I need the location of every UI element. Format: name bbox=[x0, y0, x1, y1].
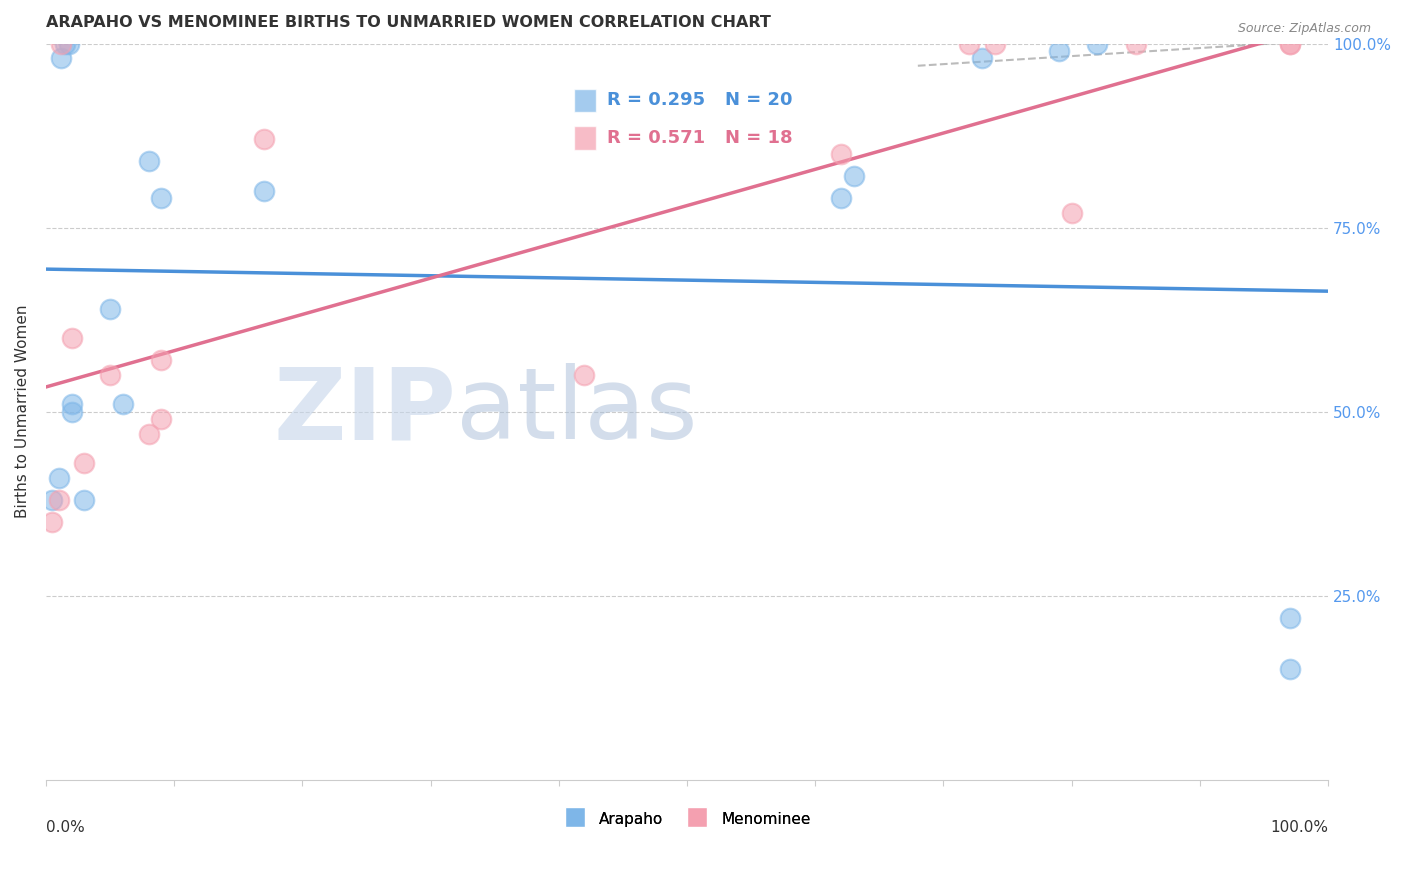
Point bbox=[574, 368, 596, 382]
Point bbox=[842, 169, 865, 183]
Point bbox=[1278, 37, 1301, 51]
Point bbox=[150, 412, 173, 426]
Text: atlas: atlas bbox=[457, 363, 697, 460]
Text: 100.0%: 100.0% bbox=[1270, 820, 1329, 835]
Y-axis label: Births to Unmarried Women: Births to Unmarried Women bbox=[15, 305, 30, 518]
Legend: Arapaho, Menominee: Arapaho, Menominee bbox=[558, 804, 817, 835]
Text: 0.0%: 0.0% bbox=[46, 820, 84, 835]
Point bbox=[138, 426, 160, 441]
Point bbox=[51, 51, 73, 65]
Point bbox=[830, 147, 852, 161]
Point bbox=[1278, 662, 1301, 676]
Point bbox=[1278, 611, 1301, 625]
Point bbox=[73, 456, 96, 470]
Point bbox=[830, 191, 852, 205]
Text: ARAPAHO VS MENOMINEE BIRTHS TO UNMARRIED WOMEN CORRELATION CHART: ARAPAHO VS MENOMINEE BIRTHS TO UNMARRIED… bbox=[46, 15, 770, 30]
Point bbox=[138, 154, 160, 169]
FancyBboxPatch shape bbox=[574, 126, 596, 150]
Point bbox=[1047, 44, 1070, 58]
Text: R = 0.571: R = 0.571 bbox=[607, 128, 706, 146]
Point bbox=[984, 37, 1007, 51]
Point bbox=[60, 331, 83, 345]
Text: R = 0.295: R = 0.295 bbox=[607, 91, 706, 110]
Point bbox=[1125, 37, 1147, 51]
Point bbox=[98, 301, 121, 316]
Text: N = 20: N = 20 bbox=[725, 91, 793, 110]
Text: ZIP: ZIP bbox=[273, 363, 457, 460]
Point bbox=[253, 184, 276, 198]
Text: Source: ZipAtlas.com: Source: ZipAtlas.com bbox=[1237, 22, 1371, 36]
Point bbox=[970, 51, 993, 65]
Point bbox=[1278, 37, 1301, 51]
Point bbox=[150, 191, 173, 205]
Point bbox=[1060, 206, 1083, 220]
Point bbox=[53, 37, 76, 51]
Point bbox=[41, 515, 63, 529]
Point bbox=[957, 37, 980, 51]
Point bbox=[111, 397, 134, 411]
Point bbox=[60, 404, 83, 418]
Point bbox=[253, 132, 276, 146]
Text: N = 18: N = 18 bbox=[725, 128, 793, 146]
Point bbox=[73, 492, 96, 507]
Point bbox=[48, 471, 70, 485]
Point bbox=[41, 492, 63, 507]
Point bbox=[58, 37, 80, 51]
Point bbox=[98, 368, 121, 382]
Point bbox=[48, 492, 70, 507]
Point bbox=[51, 37, 73, 51]
Point bbox=[150, 353, 173, 368]
FancyBboxPatch shape bbox=[574, 88, 596, 112]
Point bbox=[60, 397, 83, 411]
Point bbox=[1085, 37, 1108, 51]
